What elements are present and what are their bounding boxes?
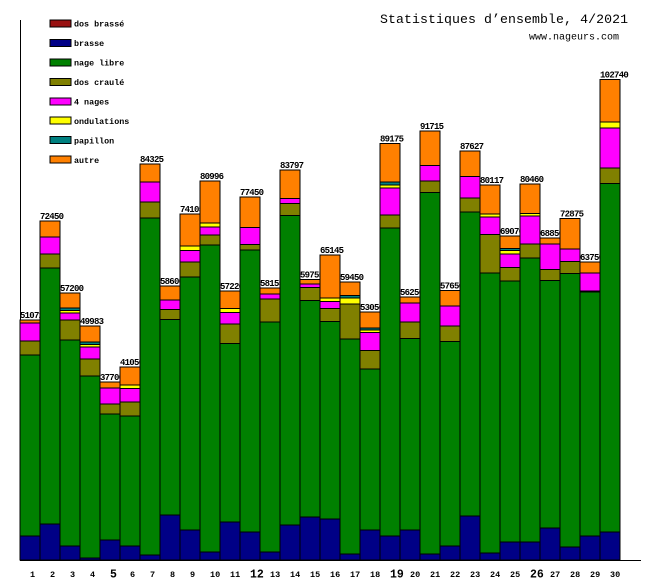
svg-text:65145: 65145 bbox=[320, 246, 344, 256]
svg-text:5: 5 bbox=[110, 569, 117, 580]
svg-text:58600: 58600 bbox=[160, 277, 184, 287]
svg-text:autre: autre bbox=[74, 156, 99, 166]
svg-text:7: 7 bbox=[150, 570, 155, 580]
svg-text:11: 11 bbox=[230, 570, 240, 580]
svg-text:49983: 49983 bbox=[80, 317, 104, 327]
svg-text:2: 2 bbox=[50, 570, 55, 580]
svg-text:8: 8 bbox=[170, 570, 175, 580]
svg-text:72450: 72450 bbox=[40, 212, 64, 222]
svg-text:21: 21 bbox=[430, 570, 440, 580]
svg-text:80996: 80996 bbox=[200, 172, 224, 182]
svg-text:Statistiques d’ensemble, 4/202: Statistiques d’ensemble, 4/2021 bbox=[380, 12, 628, 27]
svg-text:9: 9 bbox=[190, 570, 195, 580]
svg-text:53050: 53050 bbox=[360, 303, 384, 313]
svg-text:83797: 83797 bbox=[280, 161, 304, 171]
svg-text:18: 18 bbox=[370, 570, 380, 580]
svg-text:84325: 84325 bbox=[140, 155, 164, 165]
svg-text:16: 16 bbox=[330, 570, 340, 580]
svg-text:19: 19 bbox=[390, 569, 404, 580]
svg-text:58155: 58155 bbox=[260, 279, 284, 289]
svg-text:72875: 72875 bbox=[560, 210, 584, 220]
svg-text:www.nageurs.com: www.nageurs.com bbox=[529, 33, 619, 44]
svg-text:6: 6 bbox=[130, 570, 135, 580]
svg-text:4: 4 bbox=[90, 570, 95, 580]
svg-text:41050: 41050 bbox=[120, 358, 144, 368]
svg-text:17: 17 bbox=[350, 570, 360, 580]
svg-text:27: 27 bbox=[550, 570, 560, 580]
svg-text:13: 13 bbox=[270, 570, 280, 580]
svg-text:80117: 80117 bbox=[480, 176, 504, 186]
svg-text:89175: 89175 bbox=[380, 135, 404, 145]
svg-text:87627: 87627 bbox=[460, 142, 484, 152]
svg-text:10: 10 bbox=[210, 570, 220, 580]
svg-text:57650: 57650 bbox=[440, 282, 464, 292]
svg-text:ondulations: ondulations bbox=[74, 117, 129, 127]
svg-text:28: 28 bbox=[570, 570, 580, 580]
svg-text:1: 1 bbox=[30, 570, 35, 580]
svg-text:57200: 57200 bbox=[60, 284, 84, 294]
svg-text:25: 25 bbox=[510, 570, 520, 580]
svg-text:59450: 59450 bbox=[340, 273, 364, 283]
svg-text:26: 26 bbox=[530, 569, 544, 580]
svg-text:brasse: brasse bbox=[74, 39, 104, 49]
svg-text:91715: 91715 bbox=[420, 122, 444, 132]
svg-text:63750: 63750 bbox=[580, 253, 604, 263]
svg-text:30: 30 bbox=[610, 570, 620, 580]
svg-text:22: 22 bbox=[450, 570, 460, 580]
svg-text:12: 12 bbox=[250, 569, 264, 580]
svg-text:23: 23 bbox=[470, 570, 480, 580]
svg-text:68850: 68850 bbox=[540, 229, 564, 239]
svg-text:14: 14 bbox=[290, 570, 300, 580]
svg-text:57220: 57220 bbox=[220, 282, 244, 292]
svg-text:77450: 77450 bbox=[240, 188, 264, 198]
svg-text:69070: 69070 bbox=[500, 227, 524, 237]
svg-text:dos craulé: dos craulé bbox=[74, 78, 124, 88]
svg-text:3: 3 bbox=[70, 570, 75, 580]
svg-text:24: 24 bbox=[490, 570, 500, 580]
svg-text:15: 15 bbox=[310, 570, 320, 580]
svg-text:4 nages: 4 nages bbox=[74, 98, 109, 108]
svg-text:51072: 51072 bbox=[20, 311, 44, 321]
svg-text:102740: 102740 bbox=[600, 71, 629, 81]
svg-text:29: 29 bbox=[590, 570, 600, 580]
svg-text:20: 20 bbox=[410, 570, 420, 580]
svg-text:papillon: papillon bbox=[74, 136, 114, 146]
svg-text:dos brassé: dos brassé bbox=[74, 20, 124, 30]
svg-text:56250: 56250 bbox=[400, 288, 424, 298]
svg-text:nage libre: nage libre bbox=[74, 59, 124, 69]
svg-text:37700: 37700 bbox=[100, 373, 124, 383]
svg-text:59755: 59755 bbox=[300, 271, 324, 281]
svg-text:80460: 80460 bbox=[520, 175, 544, 185]
svg-text:74105: 74105 bbox=[180, 205, 204, 215]
